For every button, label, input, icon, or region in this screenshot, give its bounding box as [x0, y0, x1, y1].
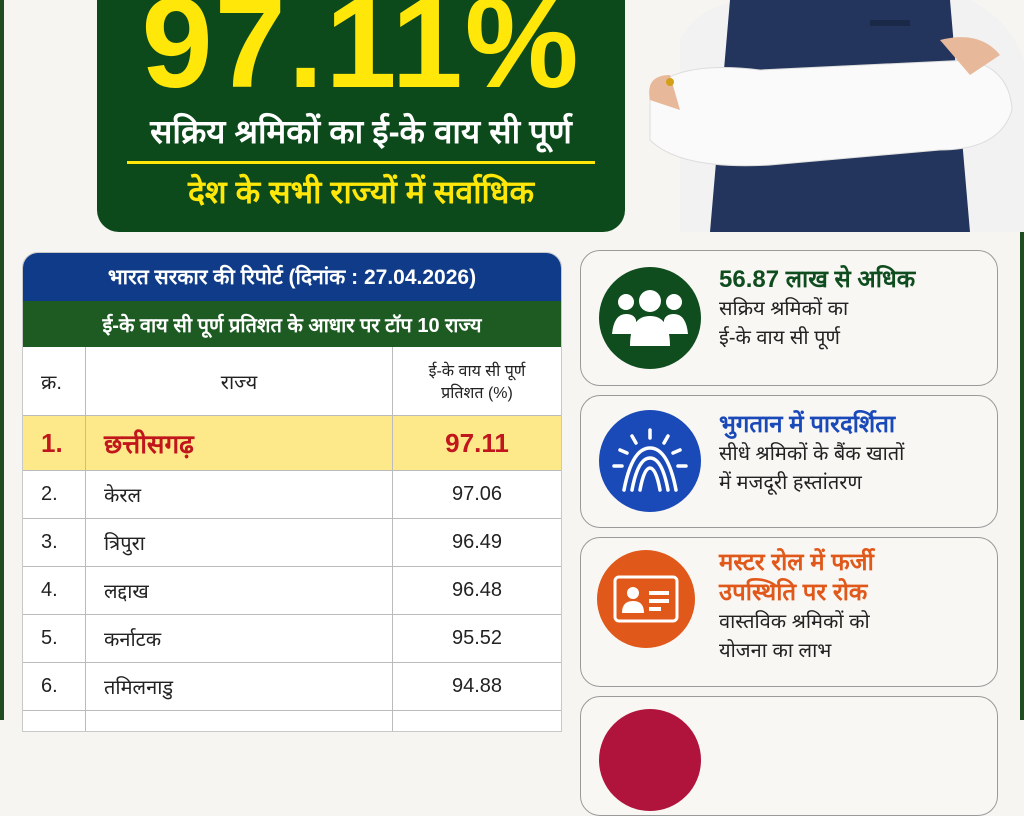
row-percentage: 97.11: [445, 427, 509, 458]
top-states-table: भारत सरकार की रिपोर्ट (दिनांक : 27.04.20…: [22, 252, 562, 732]
row-rank: [23, 711, 86, 731]
row-state: लद्दाख: [86, 567, 393, 614]
card-payment-transparency: भुगतान में पारदर्शिता सीधे श्रमिकों के ब…: [580, 395, 998, 528]
row-rank: 6.: [23, 663, 86, 710]
headline-subtitle: सक्रिय श्रमिकों का ई-के वाय सी पूर्ण: [150, 113, 572, 150]
border-left: [0, 0, 4, 720]
table-row: [23, 711, 561, 731]
row-state: कर्नाटक: [86, 615, 393, 662]
table-header-row: क्र. राज्य ई-के वाय सी पूर्ण प्रतिशत (%): [23, 347, 561, 416]
row-rank: 2.: [23, 471, 86, 518]
table-row: 5. कर्नाटक 95.52: [23, 615, 561, 663]
row-percentage: 97.06: [451, 483, 503, 505]
card-workers-count: 56.87 लाख से अधिक सक्रिय श्रमिकों का ई-क…: [580, 250, 998, 386]
table-row: 6. तमिलनाडु 94.88: [23, 663, 561, 711]
id-card-icon: [597, 550, 695, 648]
header-pct-line1: ई-के वाय सी पूर्ण: [428, 363, 526, 380]
card-line: में मजदूरी हस्तांतरण: [719, 472, 862, 494]
table-row: 3. त्रिपुरा 96.49: [23, 519, 561, 567]
border-right: [1020, 0, 1024, 720]
divider: [127, 161, 595, 164]
table-row-highlighted: 1. छत्तीसगढ़ 97.11: [23, 416, 561, 471]
header-rank: क्र.: [23, 347, 86, 415]
row-state: त्रिपुरा: [86, 519, 393, 566]
row-state: [86, 711, 393, 731]
table-row: 4. लद्दाख 96.48: [23, 567, 561, 615]
card-title: उपस्थिति पर रोक: [719, 579, 868, 606]
row-state: केरल: [86, 471, 393, 518]
row-percentage: [393, 711, 561, 731]
row-percentage: 96.48: [451, 579, 503, 601]
row-state: छत्तीसगढ़: [86, 416, 393, 470]
people-group-icon: [599, 267, 701, 369]
card-partial: [580, 696, 998, 816]
card-line: योजना का लाभ: [719, 640, 832, 662]
card-title: 56.87 लाख से अधिक: [719, 266, 916, 293]
header-pct-line2: प्रतिशत (%): [441, 385, 513, 402]
row-rank: 1.: [23, 416, 86, 470]
card-icon: [599, 709, 701, 811]
headline-tagline: देश के सभी राज्यों में सर्वाधिक: [187, 174, 535, 210]
row-rank: 5.: [23, 615, 86, 662]
row-percentage: 95.52: [451, 627, 503, 649]
row-rank: 4.: [23, 567, 86, 614]
fingerprint-sun-icon: [599, 410, 701, 512]
card-muster-roll: मस्टर रोल में फर्जी उपस्थिति पर रोक वास्…: [580, 537, 998, 687]
headline-banner: 97.11% सक्रिय श्रमिकों का ई-के वाय सी पू…: [97, 0, 625, 232]
card-line: सक्रिय श्रमिकों का: [719, 298, 849, 320]
card-line: वास्तविक श्रमिकों को: [719, 611, 870, 633]
header-percentage: ई-के वाय सी पूर्ण प्रतिशत (%): [393, 347, 561, 415]
card-line: सीधे श्रमिकों के बैंक खातों: [719, 443, 905, 465]
row-percentage: 94.88: [451, 675, 503, 697]
card-title: भुगतान में पारदर्शिता: [719, 411, 896, 438]
header-state: राज्य: [86, 347, 393, 415]
row-percentage: 96.49: [451, 531, 503, 553]
card-title: मस्टर रोल में फर्जी: [719, 549, 874, 576]
table-title: भारत सरकार की रिपोर्ट (दिनांक : 27.04.20…: [23, 253, 561, 301]
row-rank: 3.: [23, 519, 86, 566]
row-state: तमिलनाडु: [86, 663, 393, 710]
table-subtitle: ई-के वाय सी पूर्ण प्रतिशत के आधार पर टॉप…: [23, 301, 561, 347]
table-row: 2. केरल 97.06: [23, 471, 561, 519]
leader-photo: [640, 0, 1024, 232]
headline-percentage: 97.11%: [141, 0, 581, 115]
card-line: ई-के वाय सी पूर्ण: [719, 327, 840, 349]
